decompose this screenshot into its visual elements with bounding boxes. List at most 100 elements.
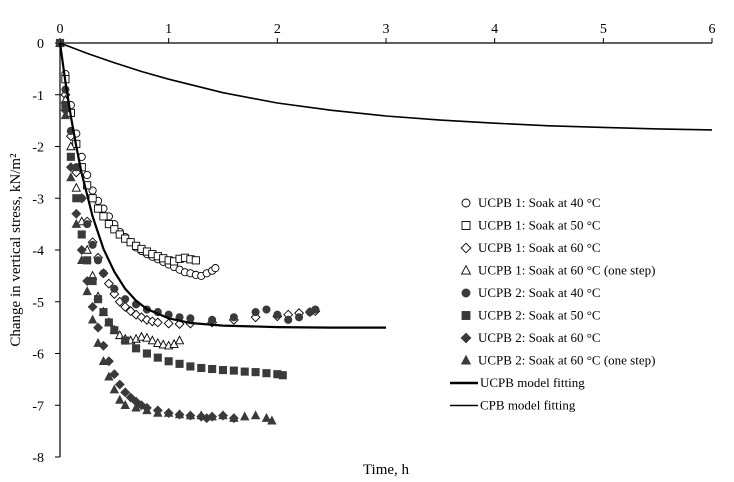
point-ucpb-2-soak-at-60-c-one-step (60, 110, 71, 120)
point-ucpb-2-soak-at-60-c-one-step (93, 337, 103, 347)
point-ucpb-2-soak-at-50-c (262, 369, 271, 378)
legend-swatch-ucpb-1-soak-at-60-c-one-step (460, 264, 472, 275)
legend-swatch-ucpb-1-soak-at-40-c (461, 198, 471, 208)
point-ucpb-2-soak-at-50-c (99, 308, 108, 317)
point-ucpb-2-soak-at-40-c (229, 313, 238, 322)
legend: UCPB 1: Soak at 40 °C UCPB 1: Soak at 50 … (450, 195, 655, 413)
point-ucpb-2-soak-at-50-c (77, 230, 86, 239)
point-ucpb-2-soak-at-60-c-one-step (120, 399, 130, 409)
legend-label-ucpb-model-fitting: UCPB model fitting (480, 375, 585, 390)
legend-swatch-ucpb-1-soak-at-60-c (460, 242, 472, 254)
y-tick-label: -7 (32, 399, 44, 414)
legend-swatch-ucpb-1-soak-at-50-c (461, 221, 471, 230)
point-ucpb-2-soak-at-50-c (110, 326, 119, 335)
point-ucpb-2-soak-at-60-c-one-step (104, 371, 114, 381)
point-ucpb-1-soak-at-60-c (152, 317, 163, 328)
legend-label-ucpb-1-soak-at-40-c: UCPB 1: Soak at 40 °C (478, 195, 601, 210)
point-ucpb-1-soak-at-60-c-one-step (66, 141, 76, 151)
point-ucpb-2-soak-at-60-c (82, 276, 93, 287)
point-ucpb-2-soak-at-50-c (251, 368, 260, 377)
point-ucpb-2-soak-at-40-c (251, 308, 260, 317)
point-ucpb-2-soak-at-50-c (175, 359, 184, 368)
legend-label-ucpb-1-soak-at-60-c-one-step: UCPB 1: Soak at 60 °C (one step) (478, 263, 655, 278)
legend-swatch-ucpb-2-soak-at-40-c (461, 288, 471, 298)
point-ucpb-1-soak-at-60-c-one-step (71, 182, 82, 192)
point-ucpb-2-soak-at-60-c-one-step (185, 410, 196, 420)
x-tick-label: 2 (274, 22, 281, 37)
point-ucpb-2-soak-at-40-c (262, 305, 271, 314)
point-ucpb-2-soak-at-50-c (164, 357, 173, 366)
legend-label-ucpb-1-soak-at-60-c: UCPB 1: Soak at 60 °C (478, 240, 601, 255)
point-ucpb-1-soak-at-60-c (120, 301, 131, 312)
point-ucpb-2-soak-at-60-c-one-step (82, 286, 92, 296)
point-ucpb-1-soak-at-50-c (191, 256, 200, 265)
y-tick-label: -3 (32, 192, 44, 207)
point-ucpb-2-soak-at-50-c (132, 344, 141, 353)
point-ucpb-2-soak-at-60-c-one-step (131, 402, 141, 412)
point-ucpb-1-soak-at-60-c (71, 167, 82, 178)
point-ucpb-2-soak-at-60-c (71, 208, 82, 219)
point-ucpb-2-soak-at-60-c (93, 322, 103, 333)
point-ucpb-2-soak-at-60-c (114, 379, 125, 390)
point-ucpb-2-soak-at-40-c (284, 315, 293, 324)
point-ucpb-2-soak-at-50-c (104, 318, 113, 327)
point-ucpb-2-soak-at-60-c-one-step (240, 411, 250, 421)
legend-label-ucpb-2-soak-at-60-c-one-step: UCPB 2: Soak at 60 °C (one step) (478, 353, 655, 368)
point-ucpb-2-soak-at-60-c-one-step (229, 412, 239, 422)
point-ucpb-2-soak-at-50-c (229, 366, 238, 375)
point-ucpb-2-soak-at-50-c (197, 363, 206, 373)
point-ucpb-2-soak-at-60-c-one-step (218, 410, 228, 420)
point-ucpb-2-soak-at-40-c (83, 220, 92, 229)
y-tick-label: -4 (32, 244, 44, 259)
point-ucpb-2-soak-at-60-c-one-step (207, 411, 217, 421)
point-ucpb-2-soak-at-60-c-one-step (98, 355, 109, 365)
legend-label-cpb-model-fitting: CPB model fitting (480, 398, 576, 413)
point-ucpb-1-soak-at-60-c-one-step (158, 339, 168, 349)
series-ucpb-2-soak-at-60-c-one-step (55, 37, 277, 425)
plot-area (55, 37, 713, 425)
legend-label-ucpb-2-soak-at-60-c: UCPB 2: Soak at 60 °C (478, 330, 601, 345)
point-ucpb-2-soak-at-40-c (208, 315, 217, 324)
legend-swatch-ucpb-2-soak-at-60-c-one-step (460, 354, 472, 365)
x-tick-label: 6 (709, 22, 716, 37)
point-ucpb-1-soak-at-60-c-one-step (136, 331, 147, 341)
x-tick-label: 3 (383, 22, 390, 37)
point-ucpb-2-soak-at-40-c (311, 305, 320, 314)
point-ucpb-2-soak-at-60-c-one-step (153, 407, 163, 417)
x-axis-title: Time, h (363, 462, 410, 478)
point-ucpb-2-soak-at-50-c (240, 367, 249, 376)
y-tick-label: 0 (37, 37, 44, 52)
point-ucpb-2-soak-at-60-c-one-step (115, 394, 125, 404)
point-ucpb-1-soak-at-60-c (163, 318, 174, 329)
axes: 0 1 2 3 4 5 6 0 -1 -2 -3 -4 -5 -6 -7 -8 (32, 22, 715, 466)
point-ucpb-2-soak-at-50-c (186, 362, 195, 371)
point-ucpb-2-soak-at-60-c-one-step (261, 412, 272, 422)
point-ucpb-1-soak-at-50-c (83, 181, 92, 190)
point-ucpb-2-soak-at-60-c (109, 369, 120, 380)
point-ucpb-2-soak-at-40-c (186, 314, 195, 323)
point-ucpb-1-soak-at-40-c (83, 170, 92, 180)
point-ucpb-2-soak-at-40-c (88, 240, 97, 249)
point-ucpb-2-soak-at-60-c-one-step (163, 407, 174, 417)
point-ucpb-2-soak-at-60-c-one-step (267, 415, 277, 425)
point-ucpb-1-soak-at-50-c (115, 230, 124, 239)
x-tick-label: 4 (491, 22, 498, 37)
point-ucpb-2-soak-at-50-c (208, 364, 217, 374)
point-ucpb-2-soak-at-50-c (218, 366, 228, 375)
point-ucpb-2-soak-at-60-c-one-step (77, 255, 87, 265)
point-ucpb-2-soak-at-40-c (121, 295, 130, 304)
point-ucpb-1-soak-at-60-c-one-step (153, 337, 163, 347)
y-tick-label: -2 (32, 141, 44, 156)
y-tick-label: -6 (32, 348, 44, 363)
x-tick-label: 5 (600, 22, 607, 37)
point-ucpb-1-soak-at-50-c (110, 225, 119, 234)
series-cpb-model-fitting (59, 42, 713, 131)
point-ucpb-2-soak-at-60-c-one-step (87, 314, 98, 324)
x-tick-label: 1 (165, 22, 172, 37)
point-ucpb-2-soak-at-60-c (65, 162, 76, 173)
point-ucpb-1-soak-at-50-c (99, 212, 108, 221)
point-ucpb-2-soak-at-60-c (125, 392, 136, 403)
point-ucpb-2-soak-at-60-c (87, 301, 98, 312)
point-ucpb-2-soak-at-50-c (142, 349, 151, 358)
point-ucpb-1-soak-at-40-c (211, 264, 220, 273)
